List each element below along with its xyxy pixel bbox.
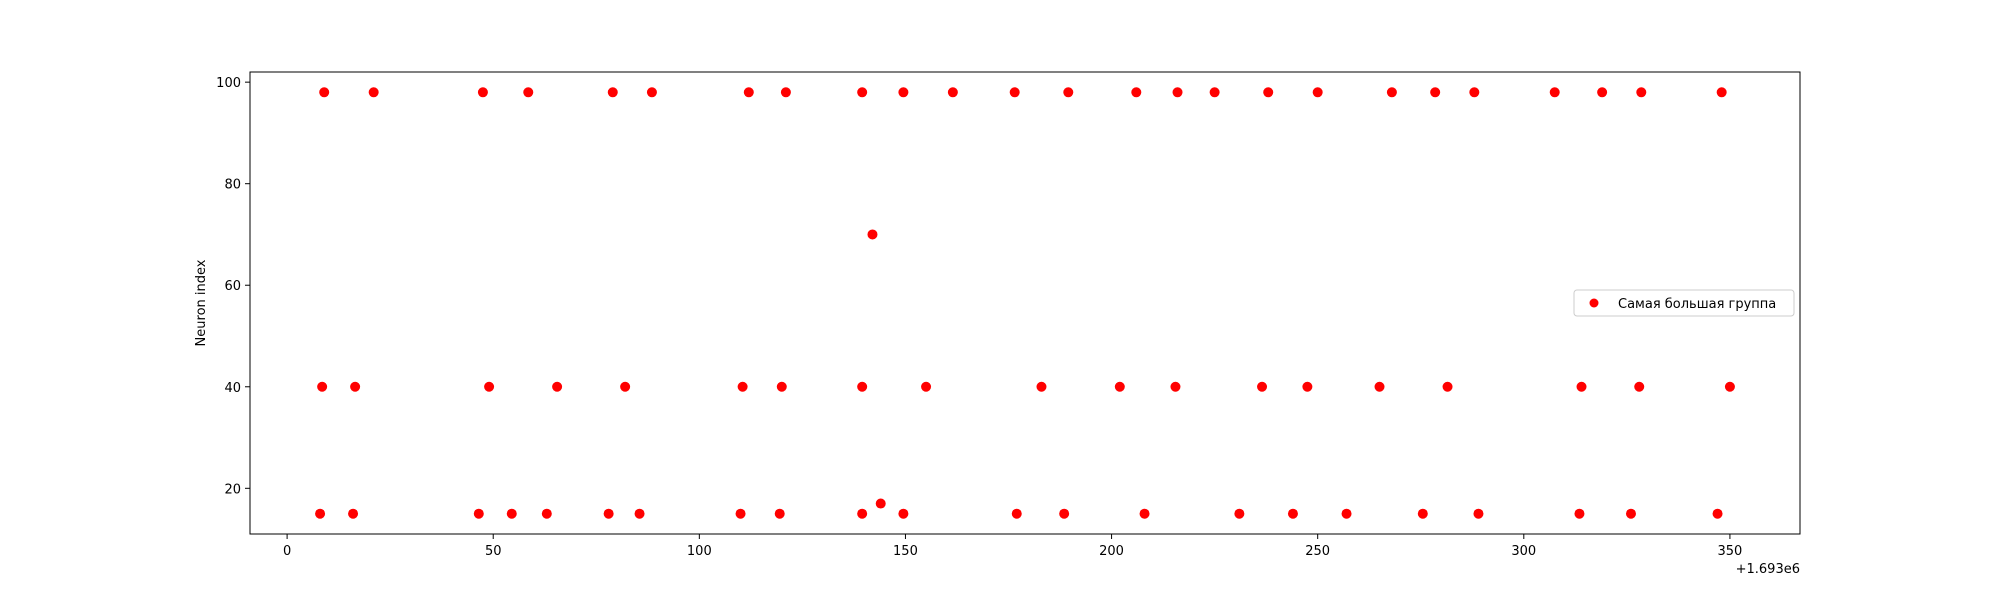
data-point xyxy=(921,381,932,392)
data-point xyxy=(1473,508,1484,519)
data-point xyxy=(1716,87,1727,98)
data-point xyxy=(1172,87,1183,98)
data-point xyxy=(1114,381,1125,392)
data-point xyxy=(317,381,328,392)
data-point xyxy=(1574,508,1585,519)
data-point xyxy=(646,87,657,98)
data-point xyxy=(1374,381,1385,392)
data-point xyxy=(1386,87,1397,98)
data-point xyxy=(1597,87,1608,98)
data-point xyxy=(368,87,379,98)
data-point xyxy=(541,508,552,519)
data-point xyxy=(1549,87,1560,98)
x-tick-label: 150 xyxy=(893,544,918,559)
data-point xyxy=(1063,87,1074,98)
data-point xyxy=(898,508,909,519)
data-point xyxy=(1636,87,1647,98)
data-point xyxy=(1302,381,1313,392)
data-point xyxy=(780,87,791,98)
axes-frame xyxy=(249,71,1801,535)
legend: Самая большая группа xyxy=(1573,289,1795,317)
data-point xyxy=(1417,508,1428,519)
data-point xyxy=(774,508,785,519)
data-point xyxy=(1312,87,1323,98)
data-point xyxy=(1576,381,1587,392)
data-point xyxy=(1209,87,1220,98)
data-point xyxy=(620,381,631,392)
data-point xyxy=(857,87,868,98)
x-tick-label: 100 xyxy=(687,544,712,559)
data-point xyxy=(1712,508,1723,519)
data-point xyxy=(1234,508,1245,519)
data-point xyxy=(348,508,359,519)
data-point xyxy=(947,87,958,98)
data-point xyxy=(1263,87,1274,98)
y-tick-label: 100 xyxy=(216,76,241,91)
x-axis-offset-label: +1.693e6 xyxy=(1736,562,1800,577)
data-point xyxy=(473,508,484,519)
data-point xyxy=(1287,508,1298,519)
data-point xyxy=(1170,381,1181,392)
data-point xyxy=(875,498,886,509)
data-point xyxy=(737,381,748,392)
data-point xyxy=(484,381,495,392)
legend-box xyxy=(1573,289,1795,317)
data-point xyxy=(735,508,746,519)
data-point xyxy=(477,87,488,98)
data-point xyxy=(1131,87,1142,98)
data-point xyxy=(1442,381,1453,392)
data-point xyxy=(1036,381,1047,392)
y-axis-label: Neuron index xyxy=(194,259,209,346)
legend-marker xyxy=(1589,298,1599,308)
data-point xyxy=(1059,508,1070,519)
data-point xyxy=(1011,508,1022,519)
data-point xyxy=(319,87,330,98)
data-point xyxy=(1724,381,1735,392)
data-point xyxy=(1341,508,1352,519)
legend-label: Самая большая группа xyxy=(1618,297,1776,312)
y-tick-label: 80 xyxy=(224,178,241,193)
x-tick-label: 350 xyxy=(1718,544,1743,559)
data-point xyxy=(898,87,909,98)
axis-ticks: 0 50 100 150 200 250 300 350 20 40 60 80 100 xyxy=(216,76,1742,559)
data-point xyxy=(1139,508,1150,519)
data-point xyxy=(506,508,517,519)
x-tick-label: 250 xyxy=(1305,544,1330,559)
data-point xyxy=(1469,87,1480,98)
y-tick-label: 60 xyxy=(224,279,241,294)
data-point xyxy=(867,229,878,240)
data-point xyxy=(603,508,614,519)
data-point xyxy=(857,508,868,519)
x-tick-label: 0 xyxy=(283,544,291,559)
x-tick-label: 200 xyxy=(1099,544,1124,559)
data-point xyxy=(743,87,754,98)
data-point xyxy=(776,381,787,392)
x-tick-label: 50 xyxy=(485,544,502,559)
data-point xyxy=(1430,87,1441,98)
data-point xyxy=(315,508,326,519)
data-point xyxy=(1257,381,1268,392)
data-point xyxy=(607,87,618,98)
data-point xyxy=(552,381,563,392)
data-point xyxy=(1625,508,1636,519)
data-point xyxy=(523,87,534,98)
data-point xyxy=(350,381,361,392)
data-points xyxy=(315,87,1735,519)
data-point xyxy=(1009,87,1020,98)
data-point xyxy=(634,508,645,519)
data-point xyxy=(1634,381,1645,392)
y-tick-label: 20 xyxy=(224,482,241,497)
y-tick-label: 40 xyxy=(224,381,241,396)
x-tick-label: 300 xyxy=(1511,544,1536,559)
data-point xyxy=(857,381,868,392)
